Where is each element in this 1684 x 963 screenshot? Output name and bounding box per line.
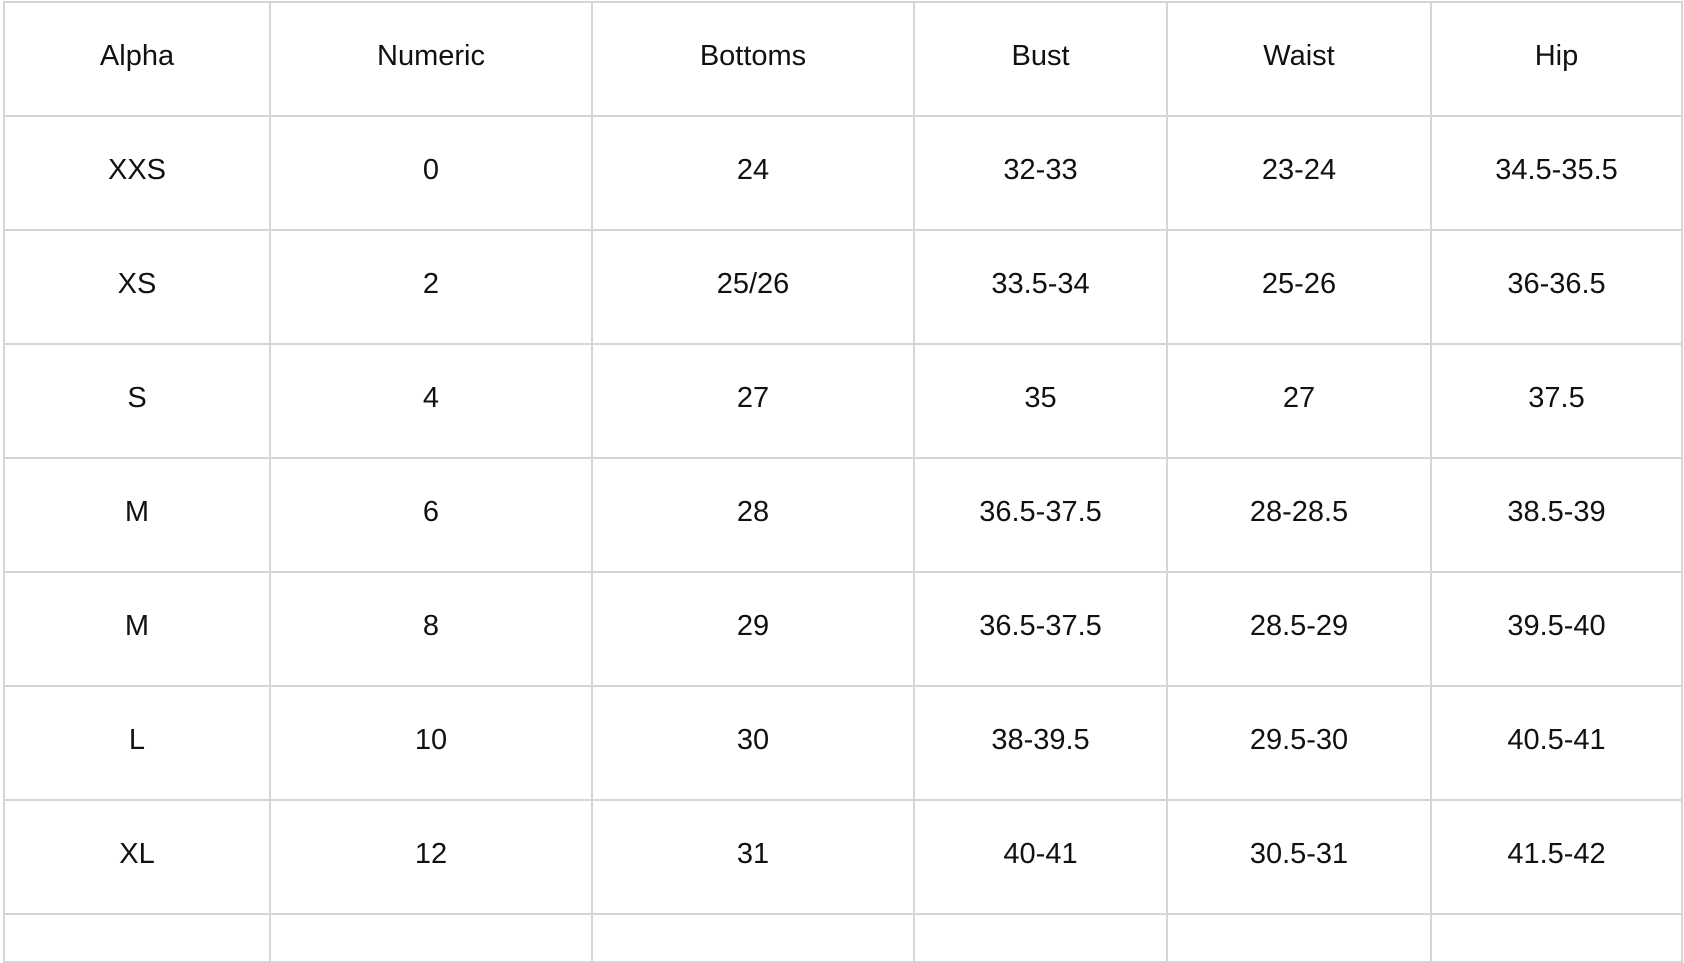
table-cell: 30 xyxy=(591,685,915,801)
column-header: Waist xyxy=(1166,1,1432,117)
table-cell: 27 xyxy=(1166,343,1432,459)
table-cell xyxy=(3,913,271,963)
table-cell: S xyxy=(3,343,271,459)
table-cell: 31 xyxy=(591,799,915,915)
table-cell: 38.5-39 xyxy=(1430,457,1683,573)
table-cell: 6 xyxy=(269,457,593,573)
table-cell: 32-33 xyxy=(913,115,1168,231)
table-row: XS 2 25/26 33.5-34 25-26 36-36.5 xyxy=(3,229,1683,345)
table-cell xyxy=(913,913,1168,963)
table-cell xyxy=(1430,913,1683,963)
column-header: Alpha xyxy=(3,1,271,117)
column-header: Bottoms xyxy=(591,1,915,117)
table-cell: 28-28.5 xyxy=(1166,457,1432,573)
table-row: XL 12 31 40-41 30.5-31 41.5-42 xyxy=(3,799,1683,915)
table-cell xyxy=(591,913,915,963)
table-cell: 35 xyxy=(913,343,1168,459)
table-cell: 0 xyxy=(269,115,593,231)
table-cell: 30.5-31 xyxy=(1166,799,1432,915)
table-cell: 12 xyxy=(269,799,593,915)
column-header: Numeric xyxy=(269,1,593,117)
table-cell: 39.5-40 xyxy=(1430,571,1683,687)
table-cell: 10 xyxy=(269,685,593,801)
table-cell xyxy=(269,913,593,963)
column-header: Hip xyxy=(1430,1,1683,117)
table-cell: XS xyxy=(3,229,271,345)
table-cell: L xyxy=(3,685,271,801)
table-cell: 40.5-41 xyxy=(1430,685,1683,801)
table-cell: 23-24 xyxy=(1166,115,1432,231)
table-row: XXS 0 24 32-33 23-24 34.5-35.5 xyxy=(3,115,1683,231)
table-cell: 4 xyxy=(269,343,593,459)
header-row: Alpha Numeric Bottoms Bust Waist Hip xyxy=(3,1,1683,117)
table-cell: 28 xyxy=(591,457,915,573)
table-cell: 40-41 xyxy=(913,799,1168,915)
table-cell: M xyxy=(3,457,271,573)
table-row: M 6 28 36.5-37.5 28-28.5 38.5-39 xyxy=(3,457,1683,573)
table-cell: 8 xyxy=(269,571,593,687)
size-chart-table: Alpha Numeric Bottoms Bust Waist Hip XXS 0 24 32… xyxy=(3,1,1683,963)
table-row-partial xyxy=(3,913,1683,963)
table-cell: 25-26 xyxy=(1166,229,1432,345)
table-cell: 38-39.5 xyxy=(913,685,1168,801)
table-row: L 10 30 38-39.5 29.5-30 40.5-41 xyxy=(3,685,1683,801)
table-cell: 36.5-37.5 xyxy=(913,457,1168,573)
table-cell: 41.5-42 xyxy=(1430,799,1683,915)
table-cell: M xyxy=(3,571,271,687)
table-cell: XXS xyxy=(3,115,271,231)
table-cell: 29 xyxy=(591,571,915,687)
table-cell: 36-36.5 xyxy=(1430,229,1683,345)
table-cell: 24 xyxy=(591,115,915,231)
table-cell: 25/26 xyxy=(591,229,915,345)
table-cell: 27 xyxy=(591,343,915,459)
table-row: S 4 27 35 27 37.5 xyxy=(3,343,1683,459)
table-cell: 28.5-29 xyxy=(1166,571,1432,687)
table-row: M 8 29 36.5-37.5 28.5-29 39.5-40 xyxy=(3,571,1683,687)
table-cell: 34.5-35.5 xyxy=(1430,115,1683,231)
table-cell xyxy=(1166,913,1432,963)
table-cell: 36.5-37.5 xyxy=(913,571,1168,687)
column-header: Bust xyxy=(913,1,1168,117)
table-cell: 29.5-30 xyxy=(1166,685,1432,801)
table-cell: XL xyxy=(3,799,271,915)
table-cell: 2 xyxy=(269,229,593,345)
table-cell: 37.5 xyxy=(1430,343,1683,459)
table-cell: 33.5-34 xyxy=(913,229,1168,345)
